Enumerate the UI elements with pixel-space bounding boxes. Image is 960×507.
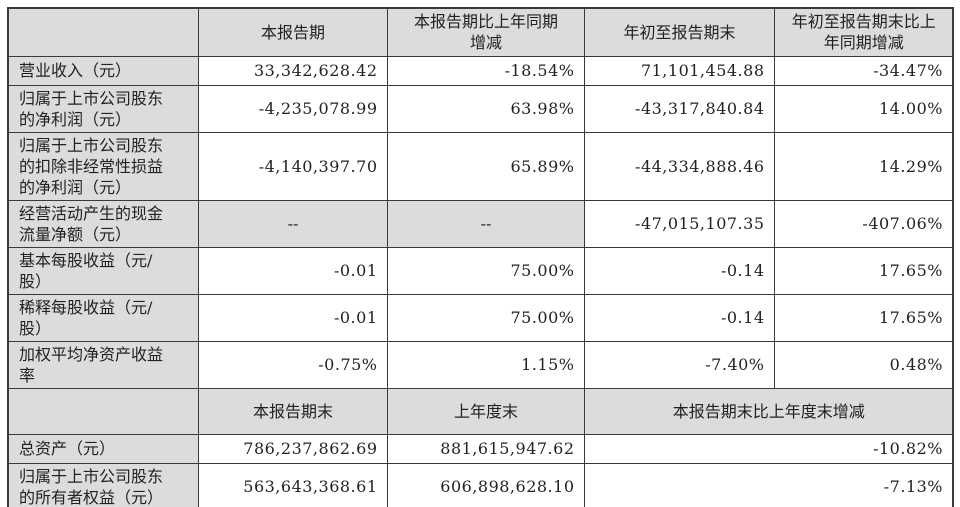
row-label-weighted-avg-roe: 加权平均净资产收益 率 [7, 340, 199, 389]
corner-blank-cell [7, 387, 199, 435]
value-cell: 71,101,454.88 [583, 55, 775, 86]
value-cell: -44,334,888.46 [583, 131, 775, 201]
value-cell: 65.89% [386, 131, 585, 201]
table-row: 基本每股收益（元/ 股） -0.01 75.00% -0.14 17.65% [7, 246, 954, 295]
value-cell: 14.29% [773, 131, 954, 201]
col-header-ytd-yoy-change: 年初至报告期末比上 年同期增减 [773, 7, 954, 57]
row-label-diluted-eps: 稀释每股收益（元/ 股） [7, 293, 199, 342]
table-row: 经营活动产生的现金 流量净额（元） -- -- -47,015,107.35 -407.… [7, 199, 954, 248]
value-cell: 0.48% [773, 340, 954, 389]
row-label-operating-cash-flow: 经营活动产生的现金 流量净额（元） [7, 199, 199, 248]
row-label-net-profit: 归属于上市公司股东 的净利润（元） [7, 84, 199, 133]
value-cell: 1.15% [386, 340, 585, 389]
table-row: 稀释每股收益（元/ 股） -0.01 75.00% -0.14 17.65% [7, 293, 954, 342]
table-row: 加权平均净资产收益 率 -0.75% 1.15% -7.40% 0.48% [7, 340, 954, 389]
value-cell: -34.47% [773, 55, 954, 86]
value-cell: -18.54% [386, 55, 585, 86]
header-row: 本报告期末 上年度末 本报告期末比上年度末增减 [7, 387, 954, 435]
value-cell: 17.65% [773, 293, 954, 342]
value-cell: -4,140,397.70 [197, 131, 388, 201]
value-cell: 33,342,628.42 [197, 55, 388, 86]
value-cell: -0.14 [583, 246, 775, 295]
row-label-total-assets: 总资产（元） [7, 433, 199, 464]
col-header-period-yoy-change: 本报告期比上年同期 增减 [386, 7, 585, 57]
col-header-end-of-last-year: 上年度末 [386, 387, 585, 435]
row-label-net-profit-excl-nonrecurring: 归属于上市公司股东 的扣除非经常性损益 的净利润（元） [7, 131, 199, 201]
value-cell: 17.65% [773, 246, 954, 295]
value-cell: 563,643,368.61 [197, 462, 388, 507]
value-cell: 606,898,628.10 [386, 462, 585, 507]
value-cell: 786,237,862.69 [197, 433, 388, 464]
table-row: 总资产（元） 786,237,862.69 881,615,947.62 -10.82… [7, 433, 954, 464]
col-header-current-period: 本报告期 [197, 7, 388, 57]
table-body: 本报告期 本报告期比上年同期 增减 年初至报告期末 年初至报告期末比上 年同期增减 营业… [7, 7, 954, 507]
value-cell: 63.98% [386, 84, 585, 133]
placeholder-cell: -- [197, 199, 388, 248]
table-row: 归属于上市公司股东 的所有者权益（元） 563,643,368.61 606,898… [7, 462, 954, 507]
corner-blank-cell [7, 7, 199, 57]
col-header-period-end-vs-year-end-change: 本报告期末比上年度末增减 [583, 387, 954, 435]
value-cell: -4,235,078.99 [197, 84, 388, 133]
row-label-revenue: 营业收入（元） [7, 55, 199, 86]
row-label-owners-equity: 归属于上市公司股东 的所有者权益（元） [7, 462, 199, 507]
value-cell: -10.82% [583, 433, 954, 464]
value-cell: -0.75% [197, 340, 388, 389]
value-cell: -407.06% [773, 199, 954, 248]
header-row: 本报告期 本报告期比上年同期 增减 年初至报告期末 年初至报告期末比上 年同期增减 [7, 7, 954, 57]
value-cell: -0.14 [583, 293, 775, 342]
col-header-end-of-period: 本报告期末 [197, 387, 388, 435]
table-row: 营业收入（元） 33,342,628.42 -18.54% 71,101,454.88… [7, 55, 954, 86]
value-cell: -7.40% [583, 340, 775, 389]
value-cell: 75.00% [386, 293, 585, 342]
value-cell: 75.00% [386, 246, 585, 295]
value-cell: 881,615,947.62 [386, 433, 585, 464]
financial-summary-table: 本报告期 本报告期比上年同期 增减 年初至报告期末 年初至报告期末比上 年同期增减 营业… [7, 7, 954, 507]
table-row: 归属于上市公司股东 的净利润（元） -4,235,078.99 63.98% -43,… [7, 84, 954, 133]
col-header-ytd: 年初至报告期末 [583, 7, 775, 57]
value-cell: -0.01 [197, 246, 388, 295]
value-cell: -7.13% [583, 462, 954, 507]
value-cell: -43,317,840.84 [583, 84, 775, 133]
placeholder-cell: -- [386, 199, 585, 248]
value-cell: 14.00% [773, 84, 954, 133]
value-cell: -47,015,107.35 [583, 199, 775, 248]
table-row: 归属于上市公司股东 的扣除非经常性损益 的净利润（元） -4,140,397.70… [7, 131, 954, 201]
row-label-basic-eps: 基本每股收益（元/ 股） [7, 246, 199, 295]
value-cell: -0.01 [197, 293, 388, 342]
